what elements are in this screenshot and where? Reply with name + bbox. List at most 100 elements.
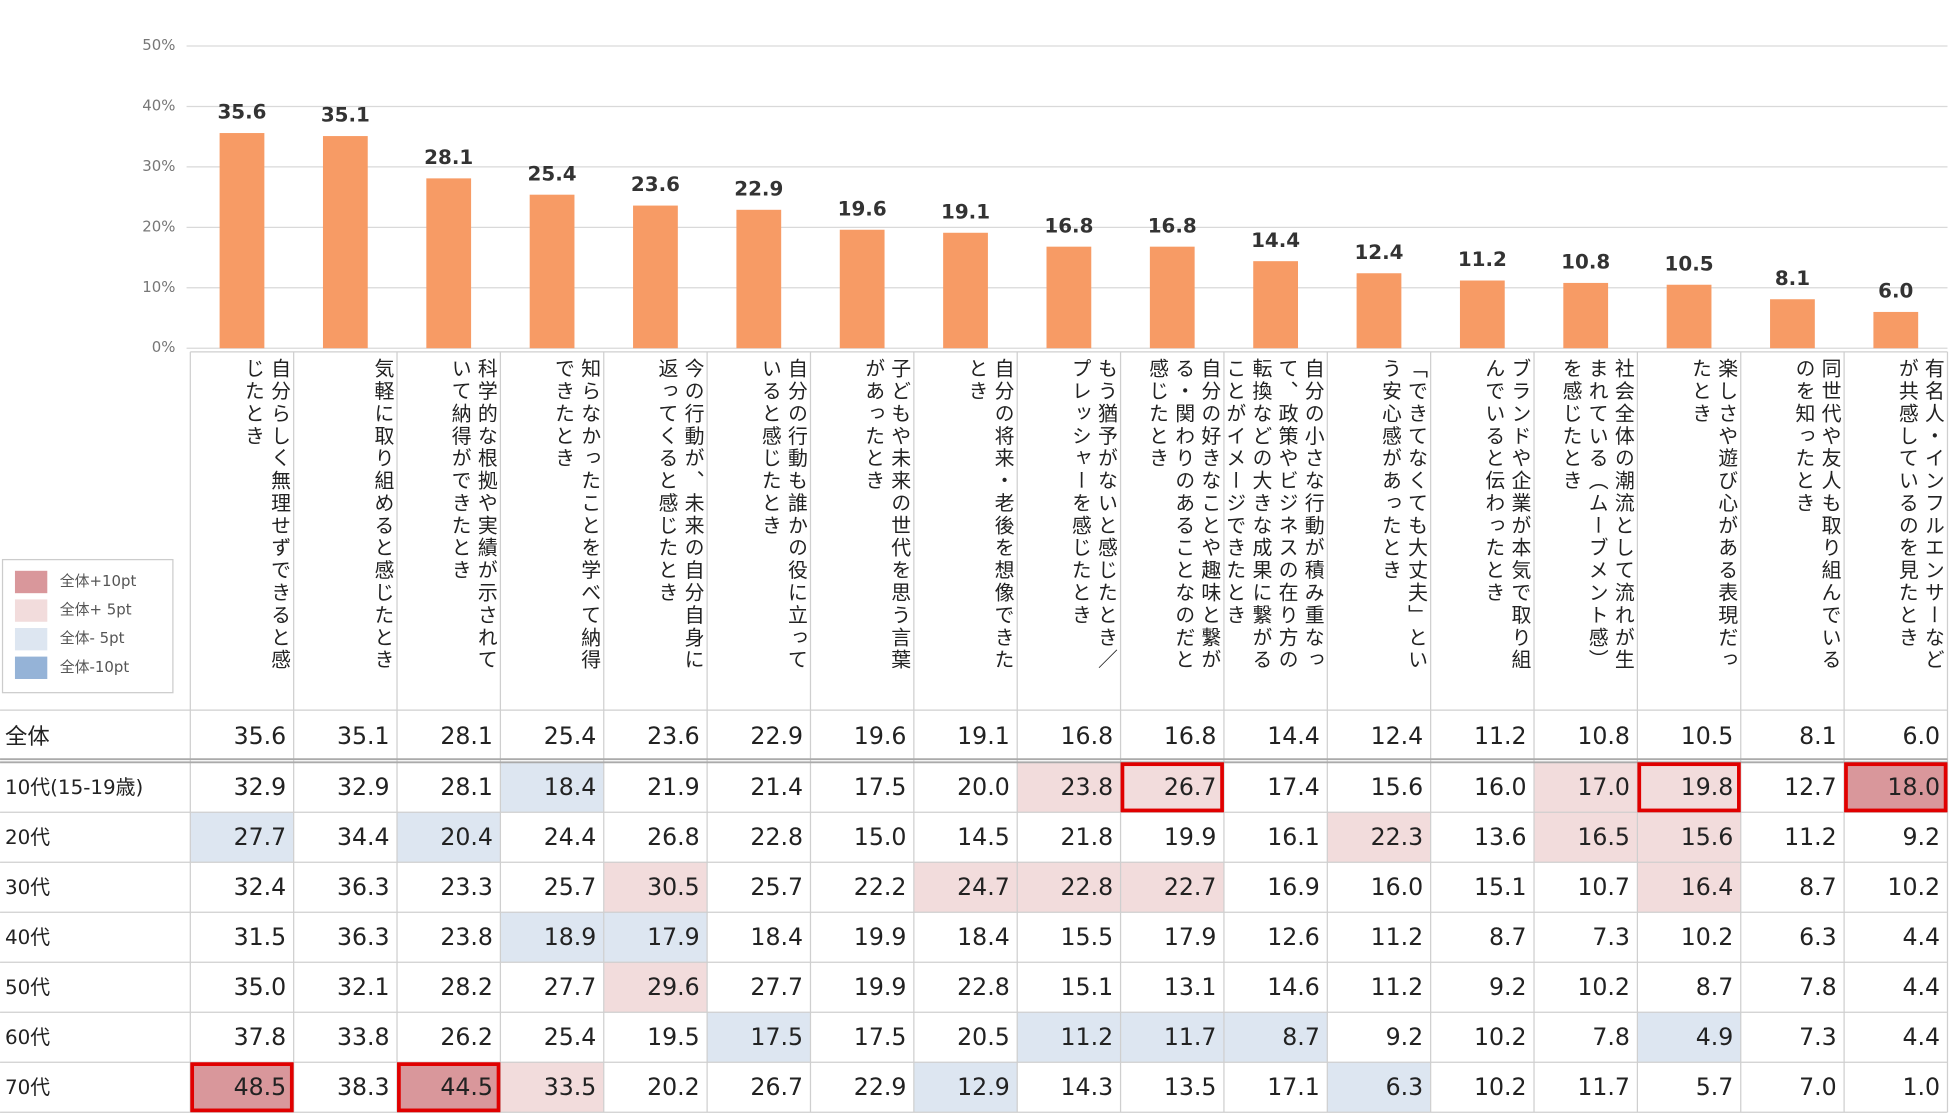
cell-value: 18.4 xyxy=(957,923,1010,951)
cell-value: 17.5 xyxy=(750,1023,803,1051)
cell-shade xyxy=(397,812,501,863)
cell-value: 13.6 xyxy=(1474,823,1527,851)
bar-value-label: 11.2 xyxy=(1458,248,1507,271)
cell-value: 10.2 xyxy=(1681,923,1734,951)
cell-value: 11.7 xyxy=(1577,1073,1630,1101)
cell-shade xyxy=(1534,762,1638,813)
cell-value: 7.3 xyxy=(1592,923,1630,951)
category-label: 有名人・インフルエンサーなどが共感しているのを見たとき xyxy=(1895,358,1945,672)
cell-value: 14.5 xyxy=(957,823,1010,851)
category-label: ブランドや企業が本気で取り組んでいると伝わったとき xyxy=(1481,358,1532,672)
bar xyxy=(1046,246,1092,349)
bar-value-label: 10.8 xyxy=(1561,251,1610,274)
bar-value-label: 25.4 xyxy=(528,162,577,185)
cell-value: 17.9 xyxy=(647,923,700,951)
cell-value: 25.4 xyxy=(544,1023,597,1051)
cell-value: 17.5 xyxy=(854,1023,907,1051)
cell-shade xyxy=(500,762,604,813)
cell-shade xyxy=(1120,762,1224,813)
highlight-box xyxy=(1844,762,1948,813)
cell-value: 37.8 xyxy=(234,1023,287,1051)
cell-value: 21.8 xyxy=(1061,823,1114,851)
cell-value: 12.7 xyxy=(1784,773,1837,801)
category-label: 科学的な根拠や実績が示されていて納得ができたとき xyxy=(448,358,498,672)
cell-value: 4.9 xyxy=(1696,1023,1734,1051)
row-label: 40代 xyxy=(5,926,50,949)
cell-value: 31.5 xyxy=(234,923,287,951)
bar xyxy=(426,178,472,349)
row-label: 60代 xyxy=(5,1026,50,1049)
cell-value: 14.6 xyxy=(1267,973,1320,1001)
bar xyxy=(1666,284,1712,349)
category-label-box: 自分らしく無理せずできると感じたとき xyxy=(241,358,291,671)
cell-value: 8.7 xyxy=(1696,973,1734,1001)
cell-value: 22.9 xyxy=(750,722,803,750)
bar xyxy=(1356,273,1402,349)
cell-value: 16.5 xyxy=(1577,823,1630,851)
cell-value: 8.7 xyxy=(1799,873,1837,901)
cell-value: 29.6 xyxy=(647,973,700,1001)
bar xyxy=(943,232,988,349)
cell-shade xyxy=(1017,1012,1121,1063)
cell-shade xyxy=(1534,812,1638,863)
cell-value: 22.2 xyxy=(854,873,907,901)
bar xyxy=(1253,261,1299,349)
category-label-box: 楽しさや遊び心がある表現だったとき xyxy=(1688,358,1738,671)
cell-value: 19.9 xyxy=(854,973,907,1001)
category-label: 子どもや未来の世代を思う言葉があったとき xyxy=(861,358,912,672)
cell-value: 19.6 xyxy=(854,722,907,750)
cell-value: 35.1 xyxy=(337,722,390,750)
bar xyxy=(322,136,368,349)
category-label-box: 自分の小さな行動が積み重なって、政策やビジネスの在り方の転換などの大きな成果に繋… xyxy=(1226,358,1324,671)
cell-shade xyxy=(913,1062,1018,1113)
cell-value: 14.3 xyxy=(1061,1073,1114,1101)
bar-value-label: 35.1 xyxy=(321,104,370,127)
highlight-box xyxy=(190,1062,294,1113)
row-label: 50代 xyxy=(5,976,50,999)
cell-value: 4.4 xyxy=(1902,923,1940,951)
cell-value: 27.7 xyxy=(750,973,803,1001)
cell-value: 15.1 xyxy=(1474,873,1527,901)
cell-value: 16.8 xyxy=(1061,722,1114,750)
cell-value: 16.8 xyxy=(1164,722,1217,750)
cell-value: 12.4 xyxy=(1371,722,1424,750)
cell-value: 30.5 xyxy=(647,873,700,901)
cell-value: 11.2 xyxy=(1371,973,1424,1001)
row-label: 10代(15-19歳) xyxy=(5,776,143,799)
row-label: 70代 xyxy=(5,1076,50,1099)
cell-value: 44.5 xyxy=(440,1073,493,1101)
legend-swatch xyxy=(14,628,48,651)
cell-value: 17.9 xyxy=(1164,923,1217,951)
category-label-box: 気軽に取り組めると感じたとき xyxy=(371,358,395,671)
cell-shade xyxy=(1637,762,1741,813)
category-label-box: 今の行動が、未来の自分自身に返ってくると感じたとき xyxy=(655,358,705,671)
cell-value: 33.5 xyxy=(544,1073,597,1101)
cell-value: 26.7 xyxy=(1164,773,1217,801)
cell-value: 10.7 xyxy=(1577,873,1630,901)
y-tick-label: 20% xyxy=(142,217,175,235)
cell-value: 35.0 xyxy=(234,973,287,1001)
category-label: 自分の将来・老後を想像できたとき xyxy=(964,358,1015,672)
bar xyxy=(1873,311,1919,349)
cell-value: 16.0 xyxy=(1474,773,1527,801)
row-label: 全体 xyxy=(5,724,50,750)
cell-value: 23.3 xyxy=(440,873,493,901)
cell-shade xyxy=(1844,762,1948,813)
cell-value: 19.8 xyxy=(1681,773,1734,801)
cell-value: 22.7 xyxy=(1164,873,1217,901)
cell-value: 15.1 xyxy=(1061,973,1114,1001)
category-label-box: 自分の好きなことや趣味と繋がる・関わりのあることなのだと感じたとき xyxy=(1145,358,1221,671)
cell-value: 12.6 xyxy=(1267,923,1320,951)
cell-value: 18.4 xyxy=(750,923,803,951)
category-label: もう猶予がないと感じたとき／プレッシャーを感じたとき xyxy=(1068,358,1118,672)
cell-value: 48.5 xyxy=(234,1073,287,1101)
cell-value: 32.9 xyxy=(234,773,287,801)
cell-value: 32.1 xyxy=(337,973,390,1001)
bar xyxy=(633,205,678,349)
cell-value: 25.7 xyxy=(544,873,597,901)
cell-value: 33.8 xyxy=(337,1023,390,1051)
cell-value: 22.8 xyxy=(957,973,1010,1001)
cell-value: 18.0 xyxy=(1887,773,1940,801)
bar-value-label: 14.4 xyxy=(1251,229,1300,252)
cell-shade xyxy=(603,862,708,913)
